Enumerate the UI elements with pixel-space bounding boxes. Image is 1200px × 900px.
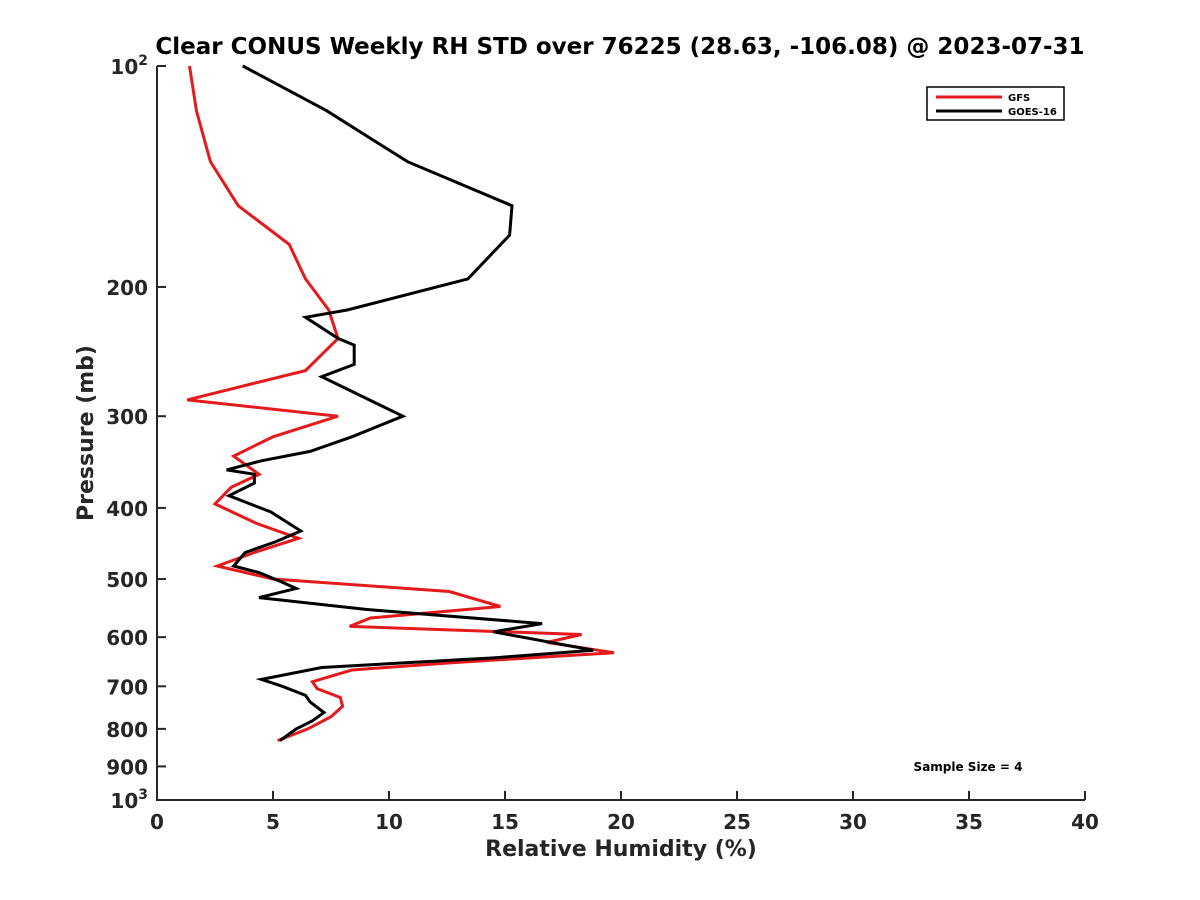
series-line-gfs — [186, 65, 615, 742]
y-tick-base: 10 — [110, 55, 138, 79]
legend-label-gfs: GFS — [1008, 93, 1030, 104]
sample-size-annotation: Sample Size = 4 — [914, 760, 1023, 774]
y-tick-exponent: 3 — [138, 787, 148, 803]
x-tick-label: 25 — [723, 810, 751, 834]
y-tick-exponent: 2 — [138, 53, 148, 69]
legend: GFS GOES-16 — [926, 86, 1065, 121]
y-tick-label: 103 — [110, 787, 148, 813]
x-tick-label: 0 — [150, 810, 164, 834]
series-line-goes16 — [225, 64, 594, 742]
x-tick-label: 5 — [266, 810, 280, 834]
legend-box — [926, 86, 1065, 121]
y-tick-label: 300 — [106, 405, 148, 429]
y-tick-label: 102 — [110, 53, 148, 79]
series-lines — [186, 64, 615, 742]
x-tick-label: 40 — [1071, 810, 1099, 834]
x-tick-label: 20 — [607, 810, 635, 834]
x-tick-label: 35 — [955, 810, 983, 834]
plot-area — [157, 66, 1085, 800]
x-axis-label: Relative Humidity (%) — [485, 837, 757, 862]
y-tick-label: 500 — [106, 568, 148, 592]
y-tick-label: 200 — [106, 276, 148, 300]
x-tick-label: 30 — [839, 810, 867, 834]
y-axis-label: Pressure (mb) — [74, 345, 99, 521]
y-tick-label: 700 — [106, 675, 148, 699]
x-axis-ticks: 0 5 10 15 20 25 30 35 40 — [150, 791, 1099, 834]
y-tick-label: 900 — [106, 755, 148, 779]
x-tick-label: 15 — [491, 810, 519, 834]
x-tick-label: 10 — [375, 810, 403, 834]
y-tick-base: 10 — [110, 789, 138, 813]
legend-label-goes16: GOES-16 — [1008, 107, 1057, 118]
y-tick-label: 600 — [106, 626, 148, 650]
chart-title: Clear CONUS Weekly RH STD over 76225 (28… — [155, 34, 1084, 60]
y-tick-label: 800 — [106, 718, 148, 742]
y-tick-label: 400 — [106, 497, 148, 521]
